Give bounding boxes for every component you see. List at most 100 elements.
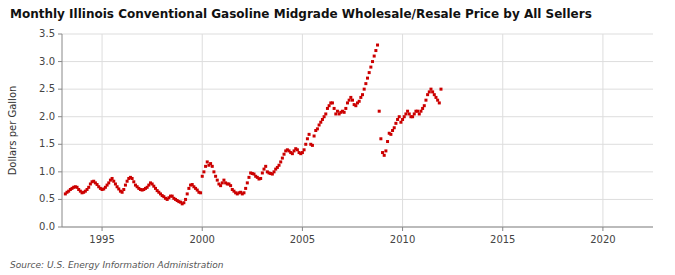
point [259,177,262,180]
point [304,143,307,146]
x-tick [402,227,403,231]
x-grid-line [102,34,103,227]
point [379,137,382,140]
x-tick [502,227,503,231]
point [333,107,336,110]
point [429,88,432,91]
point [242,191,245,194]
point [303,148,306,151]
x-axis-line [62,227,653,228]
y-grid-line [62,116,653,117]
points [64,44,443,206]
y-tick-label: 2.5 [39,83,55,94]
point [121,191,124,194]
x-tick-label: 1995 [89,234,114,245]
point [324,112,327,115]
point [371,60,374,63]
point [202,170,205,173]
x-tick-label: 2005 [290,234,315,245]
point [283,153,286,156]
point [378,110,381,113]
source-note: Source: U.S. Energy Information Administ… [10,260,224,270]
point [107,181,110,184]
point [261,171,264,174]
point [434,96,437,99]
point [219,184,222,187]
point [433,93,436,96]
y-grid-line [62,199,653,200]
point [308,133,311,136]
point [363,88,366,91]
point [246,181,249,184]
point [439,88,442,91]
point [393,126,396,129]
y-tick-label: 2.0 [39,111,55,122]
point [311,144,314,147]
point [336,110,339,113]
point [368,71,371,74]
point [323,115,326,118]
y-tick [58,61,62,62]
x-grid-line [602,34,603,227]
point [321,118,324,121]
point [306,137,309,140]
point [316,127,319,130]
point [278,164,281,167]
point [122,188,125,191]
point [386,140,389,143]
x-tick [602,227,603,231]
point [343,111,346,114]
point [348,99,351,102]
point [376,44,379,47]
point [418,112,421,115]
point [186,192,189,195]
point [326,107,329,110]
axes: 0.00.51.01.52.02.53.03.51995200020052010… [39,28,653,245]
point [419,110,422,113]
point [182,201,185,204]
point [126,180,129,183]
point [211,165,214,168]
point [212,170,215,173]
x-grid-line [502,34,503,227]
point [199,191,202,194]
point [201,175,204,178]
point [364,82,367,85]
y-grid-line [62,89,653,90]
x-tick-label: 2015 [490,234,515,245]
point [111,177,114,180]
point [216,179,219,182]
point [413,112,416,115]
y-grid-line [62,61,653,62]
point [87,186,90,189]
point [406,110,409,113]
y-tick [58,227,62,228]
point [389,133,392,136]
point [273,170,276,173]
point [263,168,266,171]
point [404,112,407,115]
x-tick-label: 2010 [390,234,415,245]
point [421,107,424,110]
point [279,160,282,163]
y-tick [58,89,62,90]
y-axis-line [62,34,63,227]
point [346,101,349,104]
point [244,187,247,190]
point [319,121,322,124]
point [381,151,384,154]
y-tick-label: 0.5 [39,193,55,204]
point [398,115,401,118]
point [359,96,362,99]
point [334,112,337,115]
x-grid-line [402,34,403,227]
point [349,96,352,99]
y-tick [58,144,62,145]
point [384,149,387,152]
point [374,49,377,52]
point [358,100,361,103]
point [354,104,357,107]
point [383,154,386,157]
point [428,90,431,93]
y-grid-line [62,171,653,172]
